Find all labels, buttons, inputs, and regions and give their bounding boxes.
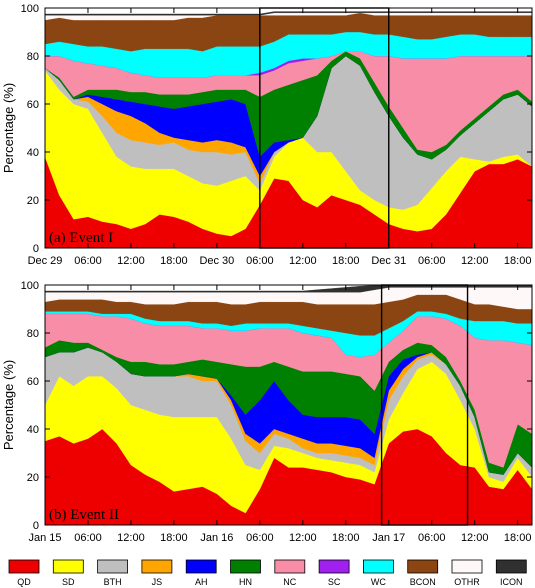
legend-swatch-qd (8, 559, 40, 574)
x-tick-label: 12:00 (289, 255, 317, 267)
area-icon (45, 285, 532, 293)
x-tick-label: 12:00 (461, 255, 489, 267)
panel-event-2: 0 20 40 60 80 100 Jan 15 06:00 12:00 18:00 Jan 16 0… (1, 280, 533, 544)
y-tick-label: 0 (33, 243, 39, 255)
x-tick-label: 06:00 (246, 255, 274, 267)
x-tick-label: 06:00 (74, 255, 102, 267)
axes-frame (44, 284, 533, 526)
legend-label-nc: NC (283, 577, 296, 587)
legend-swatch-othr (451, 559, 483, 574)
y-tick-label: 0 (33, 520, 39, 532)
y-tick-label: 20 (27, 195, 39, 207)
x-tick-label: 12:00 (461, 532, 489, 544)
legend-label-bcon: BCON (410, 577, 436, 587)
x-tick-label: 06:00 (74, 532, 102, 544)
x-tick-label: 12:00 (117, 532, 145, 544)
legend-swatch-js (141, 559, 173, 574)
y-tick-label: 40 (27, 424, 39, 436)
legend-label-qd: QD (17, 577, 31, 587)
y-tick-label: 60 (27, 99, 39, 111)
y-tick-label: 100 (21, 280, 39, 292)
area-icon (45, 11, 532, 16)
y-tick-label: 20 (27, 472, 39, 484)
legend-label-othr: OTHR (454, 577, 480, 587)
x-tick-label: 18:00 (332, 255, 360, 267)
x-tick-label: 06:00 (418, 255, 446, 267)
x-tick-label: Dec 29 (28, 255, 63, 267)
legend-swatch-hn (230, 559, 261, 574)
x-tick-label: Jan 15 (28, 532, 61, 544)
legend-label-hn: HN (239, 577, 252, 587)
legend-swatch-sd (52, 559, 84, 574)
legend-label-wc: WC (371, 577, 386, 587)
x-tick-label: 18:00 (160, 255, 188, 267)
legend-label-bth: BTH (104, 577, 122, 587)
axes-frame (44, 7, 533, 249)
x-tick-label: Jan 17 (372, 532, 405, 544)
y-tick-label: 80 (27, 51, 39, 63)
x-tick-label: 18:00 (332, 532, 360, 544)
legend-swatch-bth (97, 559, 128, 574)
legend-label-sd: SD (62, 577, 75, 587)
x-tick-label: Dec 30 (199, 255, 234, 267)
x-tick-label: 18:00 (504, 532, 532, 544)
legend-label-ah: AH (195, 577, 208, 587)
y-tick-label: 100 (21, 3, 39, 15)
x-tick-label: 06:00 (418, 532, 446, 544)
legend-label-icon: ICON (500, 577, 523, 587)
legend-swatch-ah (185, 559, 217, 574)
panel-event-1: 0 20 40 60 80 100 Dec 29 06:00 12:00 18:00 Dec 30 0… (1, 3, 533, 267)
x-tick-label: 12:00 (289, 532, 317, 544)
y-tick-label: 80 (27, 328, 39, 340)
y-axis-title: Percentage (%) (1, 360, 16, 450)
panel-label: (b) Event II (49, 507, 119, 523)
x-tick-label: 18:00 (504, 255, 532, 267)
stacked-areas (45, 8, 532, 248)
x-tick-label: Jan 16 (200, 532, 233, 544)
legend-swatch-bcon (407, 559, 439, 574)
x-tick-label: 06:00 (246, 532, 274, 544)
legend: QD SD BTH JS AH HN NC SC WC BCON OTHR ICON (8, 559, 527, 587)
legend-swatch-wc (362, 559, 394, 574)
x-tick-label: 12:00 (117, 255, 145, 267)
legend-label-js: JS (152, 577, 163, 587)
legend-swatch-nc (274, 559, 306, 574)
legend-swatch-icon (495, 559, 527, 574)
x-tick-label: Dec 31 (371, 255, 406, 267)
legend-label-sc: SC (328, 577, 341, 587)
x-tick-label: 18:00 (160, 532, 188, 544)
legend-swatch-sc (318, 559, 350, 574)
stacked-areas (45, 285, 532, 525)
y-tick-label: 40 (27, 147, 39, 159)
panel-label: (a) Event I (49, 230, 113, 246)
y-tick-label: 60 (27, 376, 39, 388)
y-axis-title: Percentage (%) (1, 83, 16, 173)
